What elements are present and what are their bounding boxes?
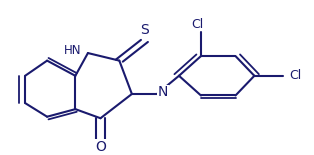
Text: Cl: Cl	[289, 69, 301, 82]
Text: Cl: Cl	[192, 18, 204, 31]
Text: S: S	[140, 23, 149, 37]
Text: HN: HN	[63, 44, 81, 57]
Text: O: O	[95, 140, 106, 154]
Text: N: N	[158, 85, 169, 100]
